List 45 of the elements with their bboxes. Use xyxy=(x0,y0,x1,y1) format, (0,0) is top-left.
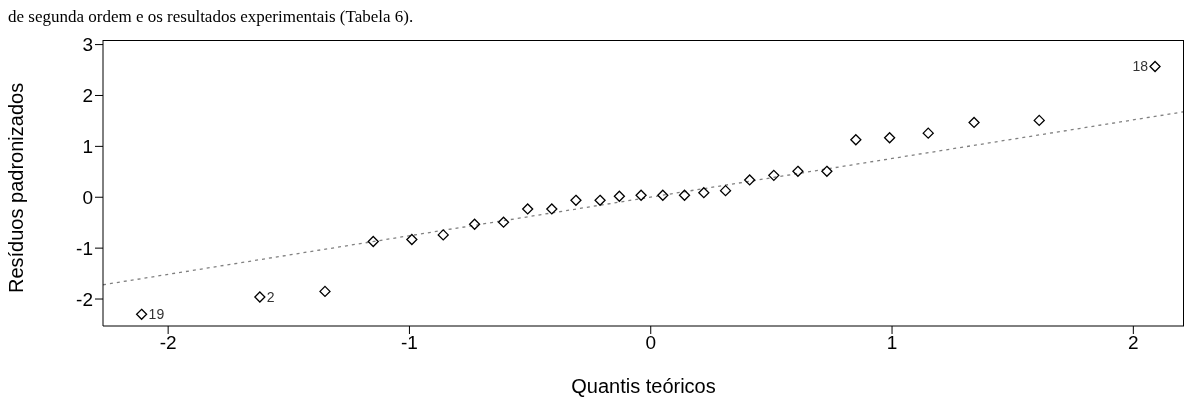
point xyxy=(522,203,534,215)
point xyxy=(768,169,780,182)
point xyxy=(698,187,710,199)
x-axis-title: Quantis teóricos xyxy=(571,375,716,397)
point xyxy=(468,218,481,230)
point xyxy=(922,127,934,139)
annotation: 2 xyxy=(266,288,275,305)
point xyxy=(719,184,732,197)
point xyxy=(792,165,804,177)
point xyxy=(744,174,756,186)
point xyxy=(968,116,980,129)
point xyxy=(254,291,266,303)
point xyxy=(546,203,558,215)
point xyxy=(497,216,510,228)
point xyxy=(570,194,582,206)
y-tick-label: 2 xyxy=(82,85,93,107)
point xyxy=(1149,60,1161,73)
point xyxy=(367,235,379,248)
y-tick-label: 3 xyxy=(82,34,93,56)
x-tick-label: -2 xyxy=(159,332,177,354)
annotation: 19 xyxy=(148,306,165,323)
text: de segunda ordem e os resultados experimentais (Tabela 6). xyxy=(8,7,415,28)
point xyxy=(883,132,896,144)
y-tick-label: -1 xyxy=(76,237,93,259)
y-tick-label: -2 xyxy=(76,288,93,310)
y-tick-label: 1 xyxy=(82,136,93,158)
x-tick-label: 1 xyxy=(886,332,898,354)
point xyxy=(613,190,626,202)
x-tick-label: 0 xyxy=(645,332,657,354)
point xyxy=(437,229,449,241)
point xyxy=(594,194,606,206)
point xyxy=(406,233,418,246)
y-tick-label: 0 xyxy=(82,186,93,208)
point xyxy=(678,189,691,201)
point xyxy=(319,285,331,298)
y-axis-title: Resíduos padronizados xyxy=(5,82,28,293)
annotation: 18 xyxy=(1132,58,1149,75)
x-tick-label: 2 xyxy=(1128,332,1139,354)
point xyxy=(635,189,647,201)
point xyxy=(657,189,669,201)
point xyxy=(135,308,148,320)
point xyxy=(821,165,833,177)
point xyxy=(850,134,862,146)
x-tick-label: -1 xyxy=(400,332,418,354)
point xyxy=(1033,114,1045,127)
